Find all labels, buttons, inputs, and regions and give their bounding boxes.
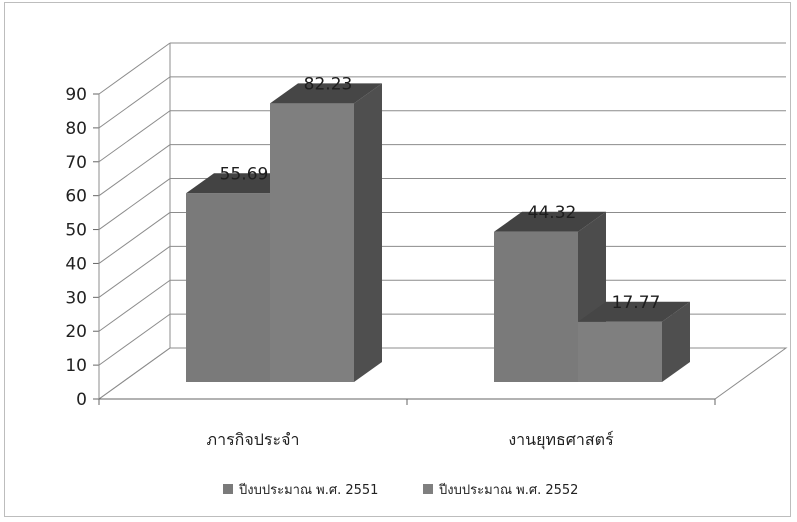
legend: ปีงบประมาณ พ.ศ. 2551 ปีงบประมาณ พ.ศ. 2552 <box>223 482 578 498</box>
gridline-side <box>98 212 171 264</box>
gridline-side <box>98 347 171 400</box>
chart-frame: 0 10 20 30 40 50 60 70 80 90 55.69 82.23 ภารกิจประจำ… <box>4 2 791 517</box>
bar <box>270 103 354 382</box>
gridline-side <box>98 245 171 298</box>
gridline-side <box>98 76 171 129</box>
bars <box>186 83 690 382</box>
axes <box>93 43 716 405</box>
y-tick-label: 10 <box>65 356 87 376</box>
y-tick-label: 80 <box>65 119 87 139</box>
y-tick-label: 60 <box>65 187 87 207</box>
data-label: 44.32 <box>528 203 577 223</box>
gridline-side <box>98 313 171 366</box>
gridline-side <box>98 110 171 163</box>
labels: 0 10 20 30 40 50 60 70 80 90 55.69 82.23 ภารกิจประจำ… <box>65 74 660 450</box>
gridline-side <box>98 42 171 95</box>
legend-swatch <box>423 484 433 494</box>
x-category-label: งานยุทธศาสตร์ <box>508 430 614 450</box>
bar-top <box>578 301 690 322</box>
gridline-side <box>98 144 171 197</box>
bar-top <box>270 83 382 104</box>
gridline-side <box>98 178 171 230</box>
y-tick-label: 0 <box>76 390 87 410</box>
data-label: 82.23 <box>304 74 353 94</box>
y-tick-label: 40 <box>65 254 87 274</box>
legend-swatch <box>223 484 233 494</box>
y-tick-label: 90 <box>65 85 87 105</box>
x-category-label: ภารกิจประจำ <box>207 430 300 449</box>
bar-side <box>354 83 382 382</box>
bar <box>494 231 578 382</box>
gridline-side <box>98 279 171 332</box>
data-label: 55.69 <box>220 164 269 184</box>
bar <box>186 193 270 382</box>
y-tick-label: 50 <box>65 221 87 241</box>
y-tick-label: 20 <box>65 322 87 342</box>
legend-label: ปีงบประมาณ พ.ศ. 2552 <box>438 482 578 498</box>
data-label: 17.77 <box>612 293 661 313</box>
bar-chart: 0 10 20 30 40 50 60 70 80 90 55.69 82.23 ภารกิจประจำ… <box>65 42 788 498</box>
bar <box>578 321 662 382</box>
legend-label: ปีงบประมาณ พ.ศ. 2551 <box>238 482 378 498</box>
y-tick-label: 70 <box>65 153 87 173</box>
y-tick-label: 30 <box>65 288 87 308</box>
bar-top <box>494 211 606 232</box>
bar-side <box>662 301 690 382</box>
